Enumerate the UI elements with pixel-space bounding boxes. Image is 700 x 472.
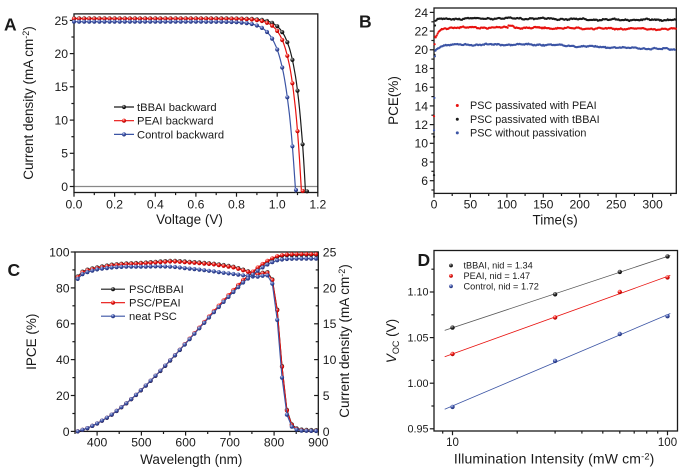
svg-text:PSC passivated with PEAI: PSC passivated with PEAI [470,100,597,112]
svg-text:1.10: 1.10 [407,287,428,299]
svg-text:200: 200 [570,198,591,212]
svg-text:A: A [4,15,17,35]
svg-text:50: 50 [464,198,478,212]
svg-text:100: 100 [49,245,70,259]
svg-text:20: 20 [56,389,70,403]
svg-text:40: 40 [56,353,70,367]
svg-text:Illumination Intensity (mW cm-: Illumination Intensity (mW cm-2) [454,451,655,467]
svg-text:300: 300 [642,198,663,212]
svg-text:60: 60 [56,317,70,331]
svg-text:1.2: 1.2 [309,198,326,212]
svg-text:Control, nid = 1.72: Control, nid = 1.72 [464,282,539,292]
svg-text:0: 0 [323,425,330,439]
svg-text:Voltage (V): Voltage (V) [156,212,223,227]
svg-text:Time(s): Time(s) [532,213,577,228]
svg-text:250: 250 [606,198,627,212]
svg-text:IPCE (%): IPCE (%) [24,314,39,370]
svg-text:14: 14 [414,99,428,113]
svg-text:PSC passivated with tBBAI: PSC passivated with tBBAI [470,114,600,126]
svg-text:0: 0 [431,198,438,212]
svg-text:400: 400 [87,435,108,449]
svg-text:0.0: 0.0 [66,198,83,212]
svg-text:1.00: 1.00 [407,378,428,390]
svg-text:Current density (mA cm-2): Current density (mA cm-2) [21,26,36,180]
svg-text:tBBAI backward: tBBAI backward [137,102,217,114]
svg-text:8: 8 [421,155,428,169]
svg-text:900: 900 [308,435,329,449]
svg-text:Control backward: Control backward [137,129,224,141]
svg-text:500: 500 [131,435,152,449]
svg-text:0: 0 [61,180,68,194]
svg-text:PSC/PEAI: PSC/PEAI [129,298,181,310]
svg-text:5: 5 [61,147,68,161]
svg-text:D: D [418,250,431,270]
svg-text:18: 18 [414,62,428,76]
svg-text:PEAI backward: PEAI backward [137,116,213,128]
svg-text:PSC/tBBAI: PSC/tBBAI [129,284,184,296]
svg-text:20: 20 [414,43,428,57]
svg-text:20: 20 [54,47,68,61]
svg-text:B: B [359,12,372,32]
svg-text:80: 80 [56,281,70,295]
svg-text:tBBAI, nid = 1.34: tBBAI, nid = 1.34 [464,261,533,271]
svg-text:0.6: 0.6 [187,198,204,212]
svg-text:700: 700 [220,435,241,449]
svg-text:5: 5 [323,389,330,403]
svg-text:10: 10 [446,437,459,449]
svg-text:25: 25 [54,14,68,28]
svg-text:Wavelength (nm): Wavelength (nm) [140,452,242,467]
svg-text:Current density (mA cm-2): Current density (mA cm-2) [337,264,352,418]
svg-text:0: 0 [63,425,70,439]
svg-text:22: 22 [414,25,428,39]
svg-text:PEAI, nid = 1.47: PEAI, nid = 1.47 [464,271,531,281]
svg-text:600: 600 [175,435,196,449]
svg-text:25: 25 [323,245,337,259]
svg-text:C: C [8,260,21,280]
svg-text:PSC without passivation: PSC without passivation [470,128,586,140]
svg-text:16: 16 [414,81,428,95]
svg-text:VOC (V): VOC (V) [384,319,401,363]
svg-text:0.95: 0.95 [407,424,428,436]
svg-text:0.4: 0.4 [147,198,164,212]
svg-text:150: 150 [533,198,554,212]
svg-text:10: 10 [414,137,428,151]
svg-text:15: 15 [54,80,68,94]
svg-text:1.0: 1.0 [269,198,286,212]
svg-text:0.2: 0.2 [106,198,123,212]
svg-text:24: 24 [414,6,428,20]
svg-text:100: 100 [658,437,677,449]
svg-text:10: 10 [323,353,337,367]
svg-text:1.05: 1.05 [407,332,428,344]
svg-text:neat PSC: neat PSC [129,311,177,323]
svg-text:800: 800 [264,435,285,449]
svg-text:100: 100 [497,198,518,212]
svg-text:0.8: 0.8 [228,198,245,212]
svg-text:PCE(%): PCE(%) [386,76,401,125]
svg-text:12: 12 [414,118,428,132]
svg-text:20: 20 [323,281,337,295]
svg-text:15: 15 [323,317,337,331]
svg-text:10: 10 [54,114,68,128]
svg-text:6: 6 [421,174,428,188]
